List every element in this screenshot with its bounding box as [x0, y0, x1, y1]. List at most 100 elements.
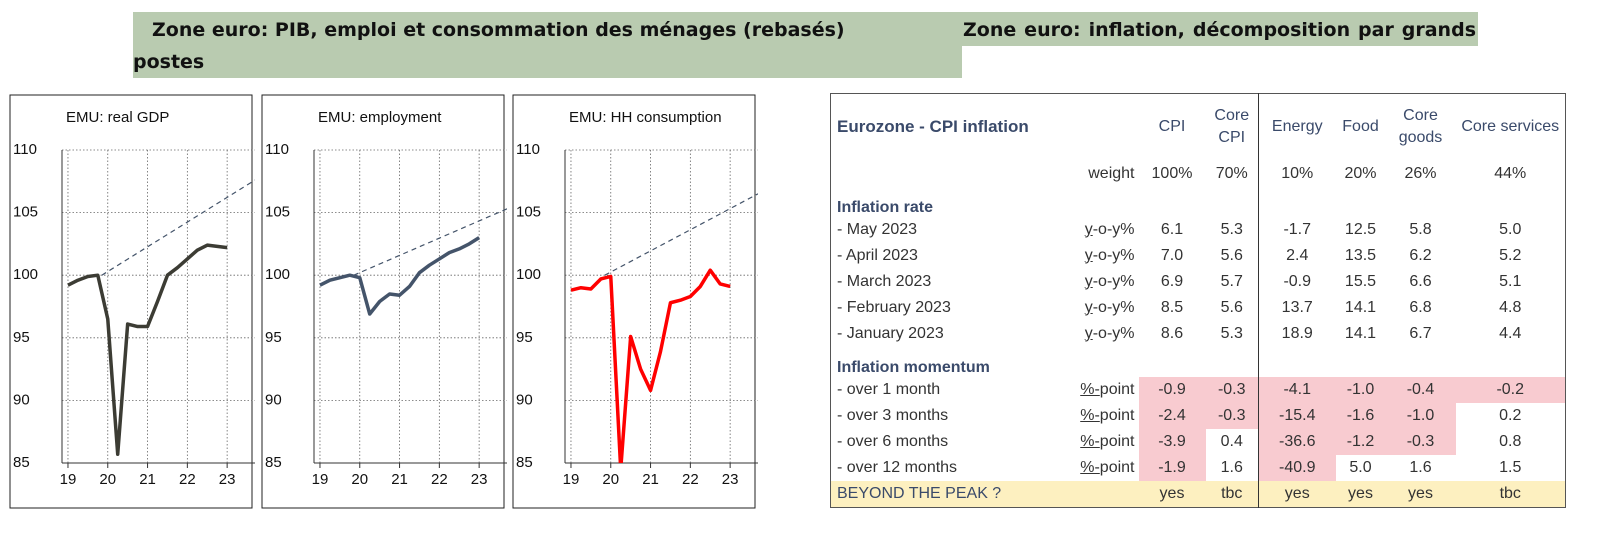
value: 5.3 [1220, 324, 1243, 342]
value: -0.2 [1455, 376, 1566, 403]
footer-value: yes [1408, 484, 1433, 502]
weight: 70% [1215, 164, 1248, 182]
value: -2.4 [1138, 402, 1206, 429]
chart-title: EMU: real GDP [66, 109, 169, 126]
data-row: - February 2023 y-o-y% 8.5 5.6 13.7 14.1 6.8 4.… [831, 294, 1566, 321]
section-row: Inflation rate [831, 186, 1566, 217]
y-tick-label: 90 [265, 391, 282, 408]
value: 13.5 [1344, 246, 1377, 264]
value: 5.1 [1499, 272, 1522, 290]
value: 6.1 [1160, 220, 1184, 238]
weight-label: weight [1088, 164, 1135, 182]
y-tick-label: 90 [516, 391, 533, 408]
blank [1258, 346, 1336, 377]
chart-title: EMU: HH consumption [569, 109, 722, 126]
value: 14.1 [1344, 298, 1377, 316]
blank [1258, 186, 1336, 217]
weight: 26% [1404, 164, 1437, 182]
chart-frame [261, 94, 505, 509]
unit-text: y-o-y% [1084, 298, 1135, 316]
value: 6.6 [1409, 272, 1432, 290]
value: 5.6 [1220, 298, 1243, 316]
blank [1386, 347, 1456, 377]
row-label: - over 1 month [837, 380, 941, 398]
value: 5.2 [1499, 246, 1522, 264]
row-label: - over 3 months [837, 406, 949, 424]
header-band [133, 12, 1478, 46]
value: -1.0 [1335, 376, 1386, 403]
data-row: - over 1 month %-point -0.9 -0.3 -4.1 -1.0 -0.… [831, 376, 1566, 403]
section-title: Inflation momentum [837, 358, 990, 376]
value: -0.3 [1205, 376, 1259, 403]
y-tick-label: 90 [13, 391, 30, 408]
unit: %-point [1061, 429, 1139, 455]
footer-value: yes [1258, 480, 1336, 507]
footer-value: tbc [1499, 484, 1521, 502]
x-tick-label: 22 [179, 471, 196, 488]
value: 5.8 [1409, 220, 1432, 238]
x-tick-label: 19 [563, 471, 580, 488]
blank [1336, 347, 1386, 377]
right-title: Zone euro: inflation, décomposition par … [133, 19, 1476, 73]
value: -0.9 [1258, 268, 1336, 295]
x-tick-label: 20 [602, 471, 619, 488]
value: 1.6 [1409, 458, 1432, 476]
value: -3.9 [1138, 428, 1206, 455]
unit: y-o-y% [1061, 295, 1139, 321]
unit: %-point [1061, 403, 1139, 429]
unit: y-o-y% [1061, 217, 1139, 243]
weight: 20% [1344, 164, 1377, 182]
x-tick-label: 21 [139, 471, 156, 488]
y-tick-label: 110 [265, 141, 289, 158]
blank [1336, 187, 1386, 217]
x-tick-label: 20 [351, 471, 368, 488]
blank [1061, 94, 1139, 161]
value: 8.5 [1160, 298, 1184, 316]
chart-title: EMU: employment [318, 109, 442, 126]
value: -15.4 [1258, 402, 1336, 429]
y-tick-label: 110 [516, 141, 540, 158]
x-tick-label: 21 [391, 471, 408, 488]
blank [1139, 187, 1206, 217]
row-label: - March 2023 [837, 272, 932, 290]
footer-value: yes [1348, 484, 1373, 502]
column-header: Energy [1258, 93, 1336, 161]
x-tick-label: 23 [219, 471, 236, 488]
value: 0.8 [1499, 432, 1522, 450]
unit-text: y-o-y% [1084, 324, 1135, 342]
unit: %-point [1061, 377, 1139, 403]
y-tick-label: 105 [516, 204, 541, 221]
column-header: Core services [1461, 118, 1560, 136]
column-header: Core goods [1398, 107, 1443, 147]
row-label: - over 6 months [837, 432, 949, 450]
y-tick-label: 95 [13, 329, 30, 346]
row-label: - April 2023 [837, 246, 918, 264]
value: 12.5 [1344, 220, 1377, 238]
value: 5.0 [1499, 220, 1522, 238]
inflation-table: Eurozone - CPI inflation CPI Core CPI Energ… [830, 93, 1566, 508]
value: -1.0 [1385, 402, 1456, 429]
data-row: - March 2023 y-o-y% 6.9 5.7 -0.9 15.5 6.6 5.1 [831, 268, 1566, 295]
section-row: Inflation momentum [831, 346, 1566, 377]
value: 0.2 [1499, 406, 1522, 424]
footer-label: BEYOND THE PEAK ? [837, 484, 1002, 502]
value: 5.7 [1220, 272, 1243, 290]
unit-text: y-o-y% [1084, 220, 1135, 238]
x-tick-label: 21 [642, 471, 659, 488]
value: -4.1 [1258, 376, 1336, 403]
y-tick-label: 95 [516, 329, 533, 346]
line [353, 208, 507, 276]
value: 2.4 [1258, 242, 1336, 269]
unit: y-o-y% [1061, 321, 1139, 347]
column-header: CPI [1158, 118, 1186, 136]
line [570, 268, 731, 463]
value: 4.4 [1499, 324, 1522, 342]
y-tick-label: 110 [13, 141, 37, 158]
blank [1456, 347, 1566, 377]
data-row: - over 3 months %-point -2.4 -0.3 -15.4 -1.6-… [831, 402, 1566, 429]
x-tick-label: 20 [99, 471, 116, 488]
value: -36.6 [1258, 428, 1336, 455]
row-label: - May 2023 [837, 220, 918, 238]
value: 18.9 [1258, 320, 1336, 347]
